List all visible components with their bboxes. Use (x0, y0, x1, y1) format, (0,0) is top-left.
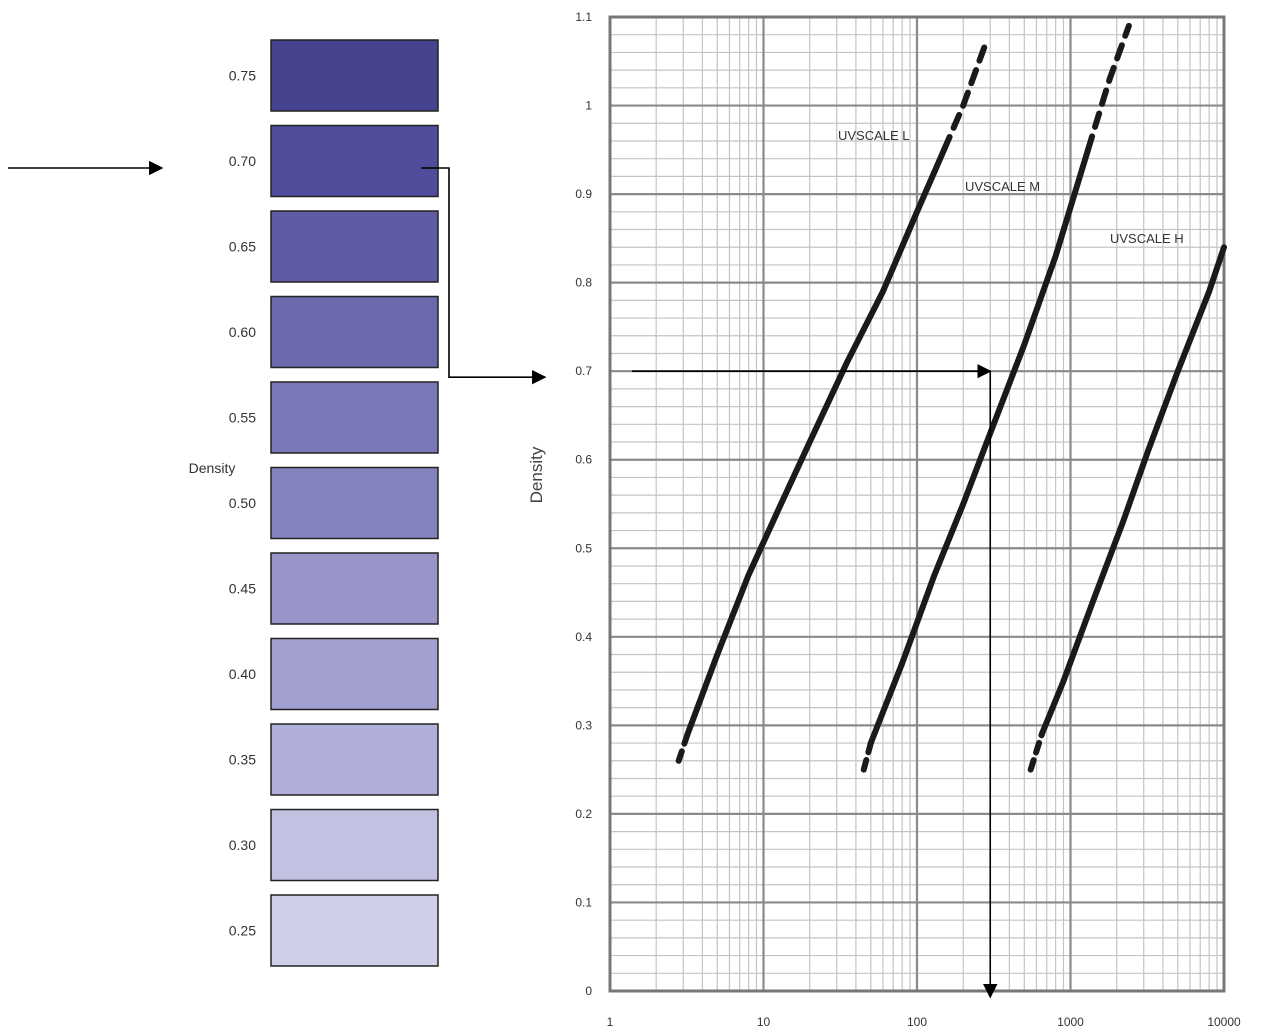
swatch-0-55 (270, 381, 439, 454)
swatch-0-60 (270, 295, 439, 369)
series-stub-start (675, 731, 691, 764)
x-tick-label: 10000 (1207, 1015, 1241, 1029)
series-group (675, 22, 1227, 773)
swatch-label: 0.50 (229, 495, 256, 511)
y-axis-title: Density (527, 446, 546, 503)
swatch-label: 0.25 (229, 923, 256, 939)
series-line (1038, 244, 1227, 738)
swatch-label: 0.30 (229, 837, 256, 853)
y-tick-label: 0.4 (575, 630, 592, 644)
x-tick-labels: 1 10 100 1000 10000 (607, 1015, 1241, 1029)
swatch-label: 0.35 (229, 752, 256, 768)
y-tick-label: 0.9 (575, 187, 592, 201)
swatch-label: 0.40 (229, 666, 256, 682)
swatch-0-30 (270, 808, 439, 882)
swatch-label: 0.60 (229, 324, 256, 340)
swatch-label: 0.55 (229, 410, 256, 426)
swatch-list: 0.75 0.70 0.65 0.60 0.55 0.50 0.45 0.40 0.35 0.30… (229, 39, 439, 967)
swatch-label: 0.45 (229, 581, 256, 597)
series-label: UVSCALE M (965, 179, 1040, 194)
x-tick-label: 10 (757, 1015, 771, 1029)
y-tick-label: 0 (585, 984, 592, 998)
y-tick-label: 0.7 (575, 364, 592, 378)
series-line (867, 146, 1091, 747)
y-tick-label: 0.3 (575, 718, 592, 732)
y-tick-label: 1 (585, 99, 592, 113)
swatch-density-label: Density (189, 460, 236, 476)
swatch-0-50 (270, 466, 439, 540)
swatch-0-70 (270, 124, 439, 198)
y-tick-label: 0.2 (575, 807, 592, 821)
swatch-label: 0.75 (229, 68, 256, 84)
connector-arrow (421, 167, 547, 385)
swatch-0-25 (270, 894, 439, 967)
swatch-0-35 (270, 723, 439, 796)
x-tick-label: 1000 (1057, 1015, 1084, 1029)
series-labels: UVSCALE L UVSCALE M UVSCALE H (838, 128, 1184, 246)
swatch-0-65 (270, 210, 439, 283)
y-tick-label: 0.5 (575, 541, 592, 555)
reading-arrows (8, 160, 998, 999)
x-tick-label: 1 (607, 1015, 614, 1029)
x-tick-label: 100 (907, 1015, 927, 1029)
y-tick-label: 0.6 (575, 453, 592, 467)
swatch-label: 0.65 (229, 239, 256, 255)
swatch-0-40 (270, 637, 439, 711)
series-label: UVSCALE H (1110, 231, 1184, 246)
y-tick-label: 1.1 (575, 10, 592, 24)
y-tick-label: 0.8 (575, 276, 592, 290)
series-stub-end (941, 40, 989, 153)
swatch-label: 0.70 (229, 153, 256, 169)
series-line (684, 146, 948, 738)
series-stub-end (1084, 22, 1132, 153)
density-chart: 00.10.20.30.40.50.60.70.80.911.1 1 10 100 1… (527, 10, 1241, 1029)
series-label: UVSCALE L (838, 128, 910, 143)
swatch-0-45 (270, 552, 439, 625)
y-tick-labels: 0 0.1 0.2 0.3 0.4 0.5 0.6 0.7 0.8 0.9 1 1.1 (575, 10, 592, 998)
swatch-0-75 (270, 39, 439, 112)
series-stub-start (1027, 731, 1045, 773)
plot-frame (608, 15, 1226, 993)
density-swatch-panel: Density 0.75 0.70 0.65 0.60 0.55 0.50 0.45 0.40… (189, 39, 439, 967)
y-tick-label: 0.1 (575, 895, 592, 909)
series-stub-start (860, 740, 874, 773)
